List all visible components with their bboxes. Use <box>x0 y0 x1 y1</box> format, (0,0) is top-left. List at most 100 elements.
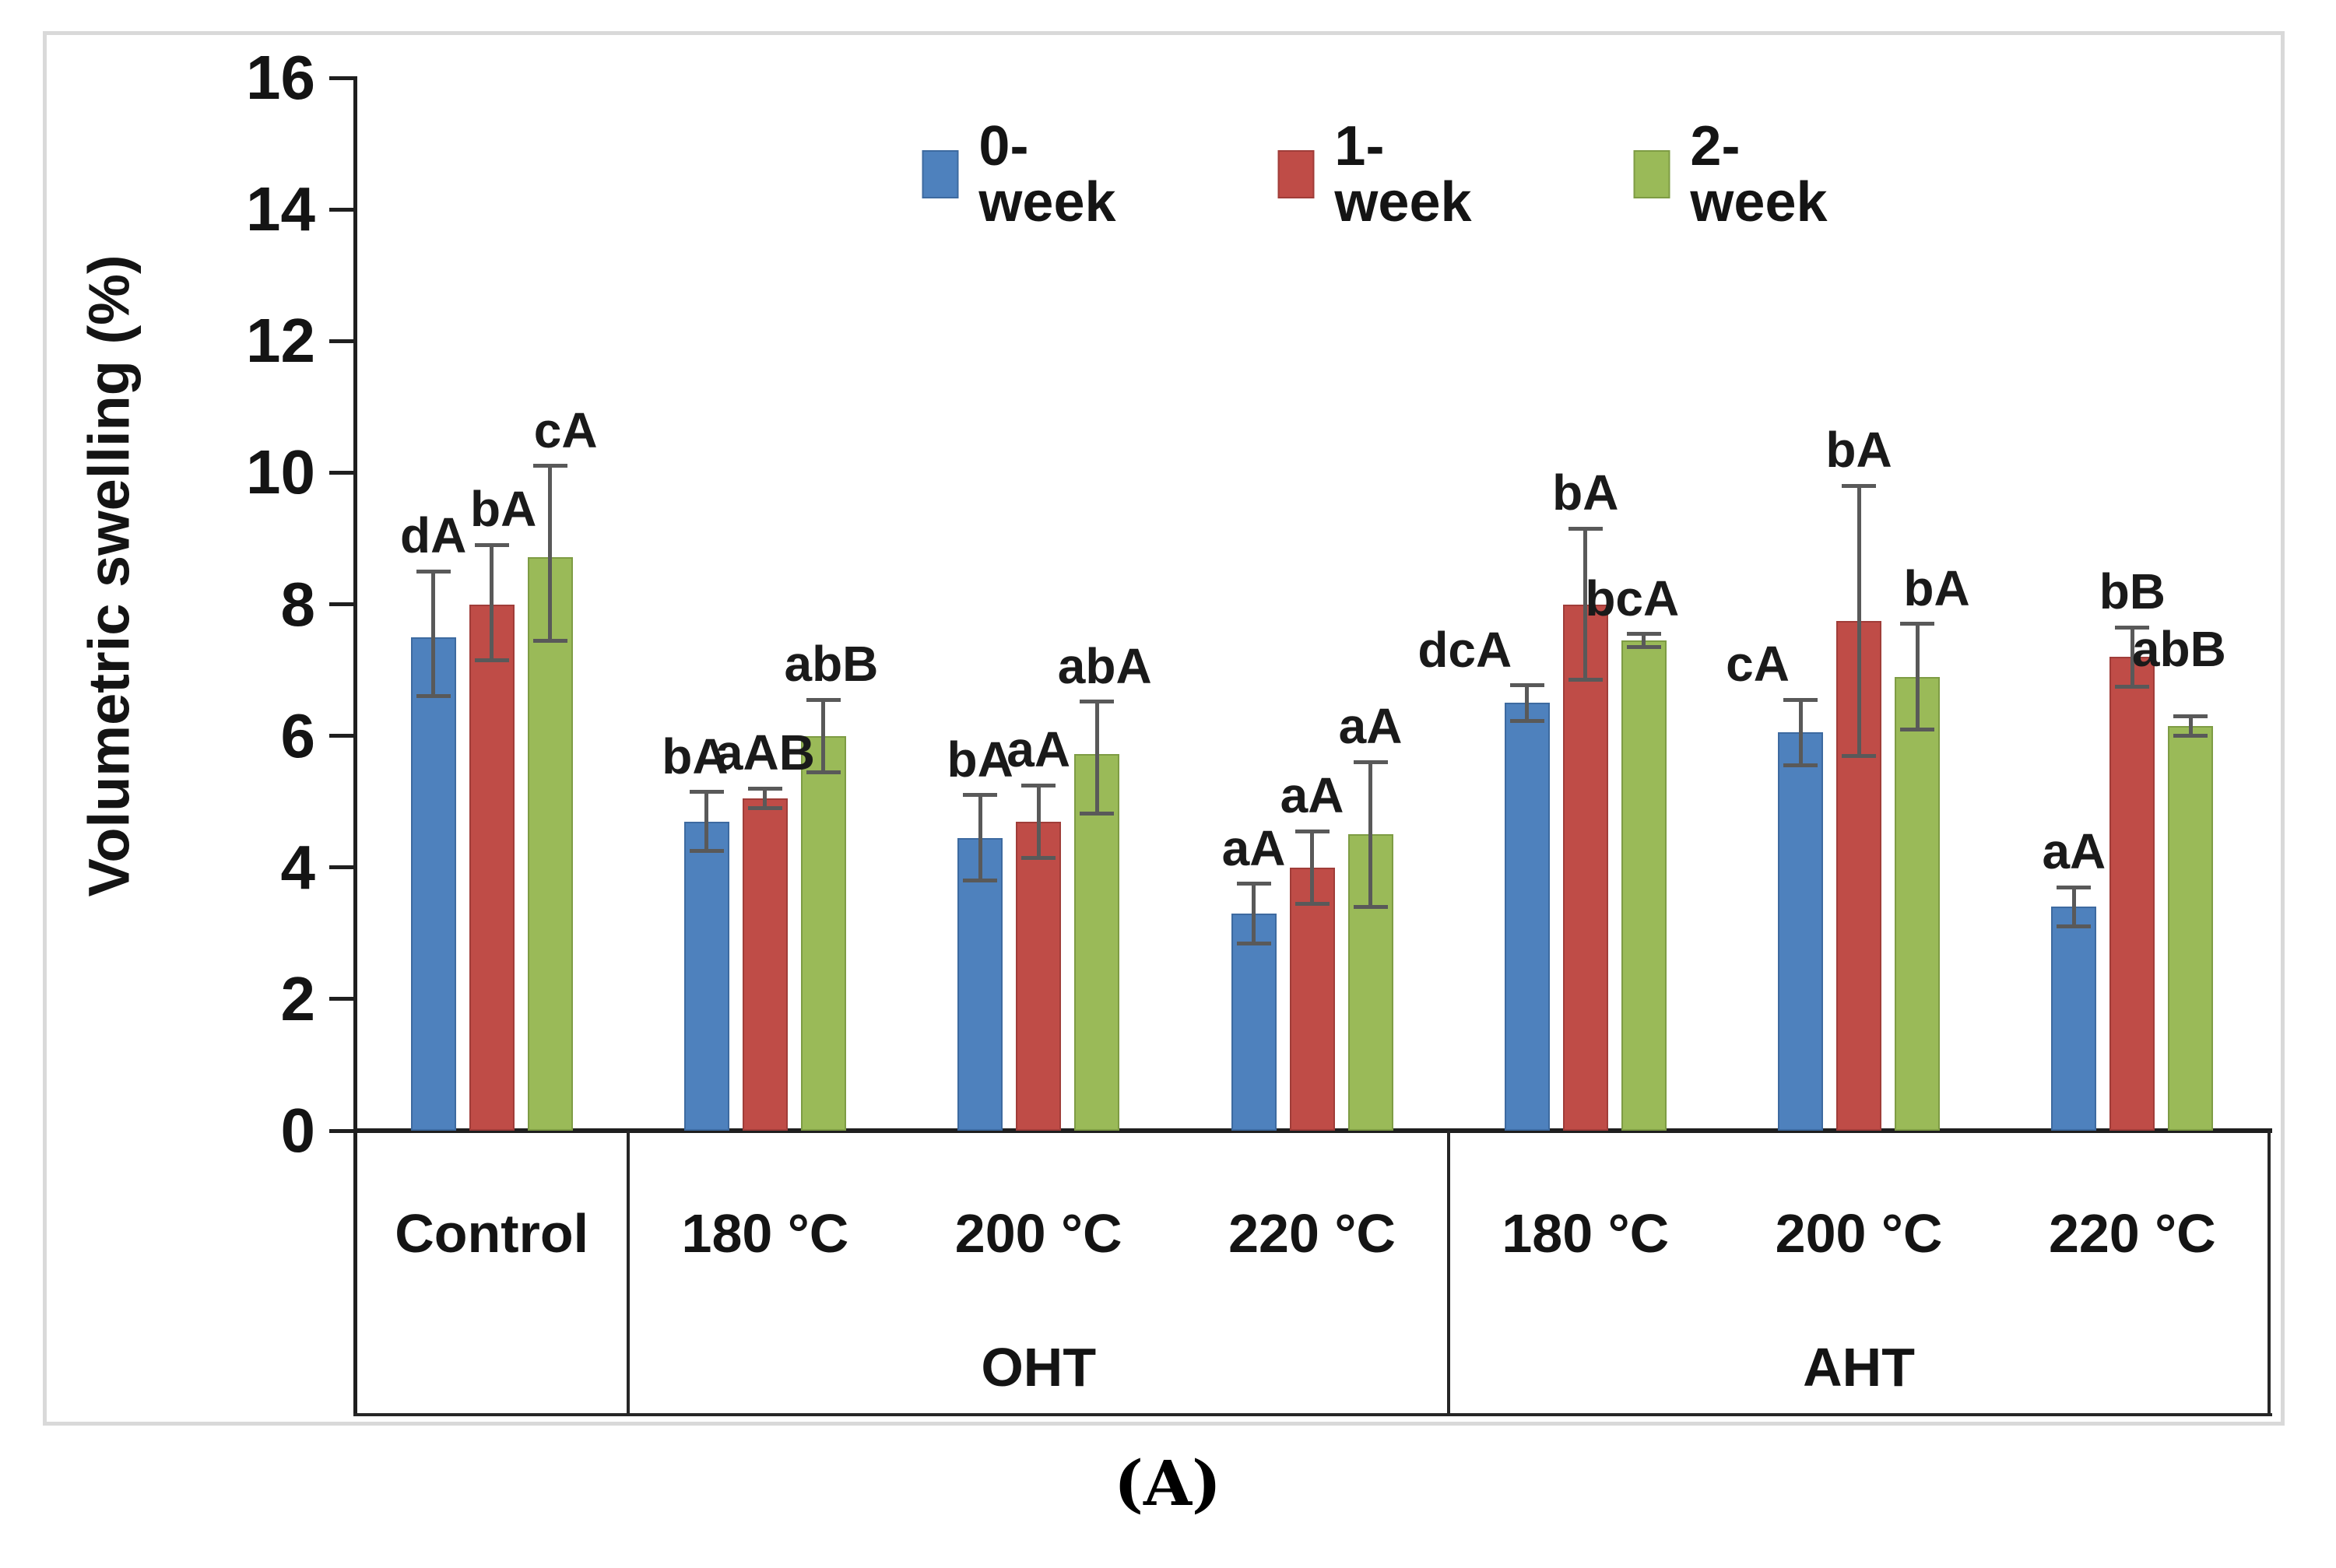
y-tick-label: 16 <box>246 43 315 113</box>
error-bar-cap-bottom <box>1236 941 1271 945</box>
y-tick-label: 2 <box>280 963 316 1033</box>
stat-letter-cA-0: cA <box>533 402 598 458</box>
figure-caption: (A) <box>1114 1447 1221 1520</box>
y-tick-mark <box>329 339 353 343</box>
error-bar-cap-bottom <box>2115 684 2150 689</box>
bar-0-week-6 <box>2051 907 2097 1131</box>
bar-1-week-3 <box>1289 867 1335 1131</box>
error-bar-cap-bottom <box>532 638 567 643</box>
legend-label-0-week: 0-week <box>978 115 1116 233</box>
error-bar-cap-bottom <box>1783 763 1818 768</box>
error-bar-stem <box>1857 486 1861 756</box>
error-bar-stem <box>1252 883 1256 943</box>
error-bar-cap-top <box>963 793 998 798</box>
legend-swatch-1-week-icon <box>1277 150 1315 198</box>
x-label-220C: 220 °C <box>2048 1203 2216 1264</box>
axis-separator <box>1447 1131 1451 1415</box>
stat-letter-aA-6: aA <box>2042 823 2106 880</box>
legend-item-2-week: 2-week <box>1633 115 1865 233</box>
x-label-180C: 180 °C <box>681 1203 849 1264</box>
error-bar-cap-top <box>689 790 724 795</box>
error-bar-cap-top <box>2173 714 2208 718</box>
error-bar-cap-top <box>532 464 567 468</box>
bar-0-week-0 <box>410 637 456 1131</box>
y-tick-mark <box>329 734 353 738</box>
bar-1-week-4 <box>1562 604 1608 1131</box>
error-bar-cap-top <box>1509 683 1544 688</box>
error-bar-cap-bottom <box>1509 718 1544 723</box>
error-bar-cap-bottom <box>2057 924 2092 929</box>
x-axis-line <box>353 1128 2272 1133</box>
stat-letter-aA-3: aA <box>1280 767 1344 824</box>
error-bar-stem <box>431 571 436 696</box>
error-bar-cap-top <box>1783 697 1818 702</box>
y-tick-label: 14 <box>246 174 315 244</box>
y-tick-mark <box>329 602 353 607</box>
stat-letter-aA-3: aA <box>1338 698 1403 755</box>
legend-label-2-week: 2-week <box>1690 115 1828 233</box>
y-tick-mark <box>329 75 353 80</box>
error-bar-stem <box>1094 701 1099 814</box>
bar-0-week-5 <box>1778 732 1824 1131</box>
bar-2-week-6 <box>2168 725 2214 1131</box>
x-label-200C: 200 °C <box>1775 1203 1943 1264</box>
x-label-180C: 180 °C <box>1502 1203 1670 1264</box>
error-bar-cap-bottom <box>2173 734 2208 738</box>
bar-1-week-6 <box>2109 657 2155 1131</box>
y-tick-mark <box>329 207 353 212</box>
y-tick-mark <box>329 997 353 1001</box>
error-bar-cap-bottom <box>1353 904 1388 909</box>
stat-letter-abA-2: abA <box>1057 637 1152 694</box>
error-bar-cap-top <box>1353 759 1388 764</box>
error-bar-cap-top <box>474 542 509 547</box>
error-bar-stem <box>1036 785 1041 858</box>
bar-1-week-0 <box>469 604 515 1131</box>
x-label-Control: Control <box>395 1203 589 1264</box>
stat-letter-bA-5: bA <box>1903 559 1970 616</box>
legend: 0-week 1-week 2-week <box>922 118 1865 230</box>
error-bar-stem <box>2188 716 2193 736</box>
x-group-label-AHT: AHT <box>1803 1337 1915 1398</box>
error-bar-cap-bottom <box>747 806 782 811</box>
stat-letter-aA-2: aA <box>1006 721 1071 778</box>
stat-letter-bB-6: bB <box>2099 563 2166 620</box>
error-bar-stem <box>2071 887 2076 927</box>
y-tick-mark <box>329 1128 353 1133</box>
error-bar-cap-top <box>1236 882 1271 886</box>
bar-0-week-4 <box>1504 703 1550 1131</box>
y-axis-line <box>353 76 357 1415</box>
error-bar-stem <box>1525 685 1530 721</box>
y-tick-label: 6 <box>280 700 316 770</box>
bar-1-week-1 <box>742 798 788 1131</box>
error-bar-stem <box>1583 528 1588 680</box>
error-bar-cap-top <box>747 786 782 791</box>
error-bar-stem <box>1915 623 1920 730</box>
error-bar-stem <box>763 788 768 809</box>
y-tick-label: 10 <box>246 437 315 507</box>
error-bar-stem <box>821 700 826 773</box>
stat-letter-bA-4: bA <box>1552 465 1619 521</box>
y-tick-mark <box>329 470 353 475</box>
stat-letter-dA-0: dA <box>399 507 467 564</box>
x-group-label-OHT: OHT <box>981 1337 1097 1398</box>
y-tick-label: 0 <box>280 1096 316 1165</box>
y-tick-mark <box>329 865 353 870</box>
bar-0-week-2 <box>957 837 1003 1131</box>
bar-2-week-1 <box>800 735 846 1131</box>
category-table-bottom-line <box>353 1413 2272 1416</box>
y-tick-label: 8 <box>280 569 316 639</box>
stat-letter-bA-1: bA <box>662 728 729 784</box>
error-bar-cap-top <box>1842 483 1877 488</box>
error-bar-stem <box>2130 627 2134 687</box>
stat-letter-bA-2: bA <box>947 731 1013 788</box>
bar-2-week-0 <box>527 556 573 1131</box>
error-bar-cap-bottom <box>1842 753 1877 758</box>
error-bar-stem <box>1642 633 1646 647</box>
error-bar-cap-top <box>1021 783 1056 788</box>
bar-2-week-5 <box>1895 676 1941 1131</box>
error-bar-cap-bottom <box>474 658 509 662</box>
x-label-220C: 220 °C <box>1228 1203 1396 1264</box>
error-bar-cap-bottom <box>806 770 841 774</box>
bar-2-week-4 <box>1621 640 1667 1131</box>
error-bar-stem <box>1798 700 1803 766</box>
